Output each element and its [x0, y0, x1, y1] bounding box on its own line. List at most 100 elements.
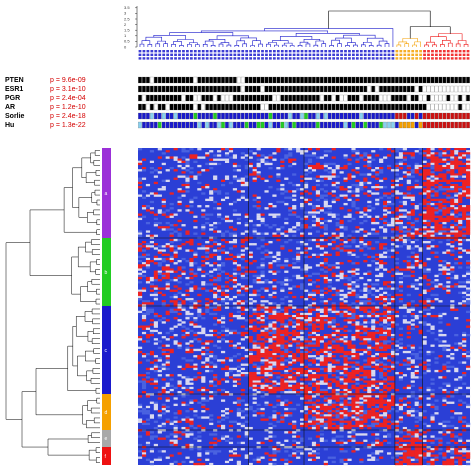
heatmap-cell [193, 323, 198, 326]
annotation-cell [410, 121, 415, 129]
annotation-cell [312, 121, 316, 129]
heatmap-cell [189, 306, 194, 309]
heatmap-cell [462, 355, 467, 358]
heatmap-cell [458, 217, 463, 221]
sample-id-glyph [308, 50, 312, 53]
heatmap-cell [296, 319, 301, 322]
heatmap-cell [252, 228, 257, 231]
heatmap-cell [185, 175, 190, 178]
annotation-cell [403, 85, 407, 93]
heatmap-cell [248, 321, 253, 324]
heatmap-cell [343, 306, 348, 309]
heatmap-cell [236, 352, 241, 356]
annotation-cell [268, 94, 273, 102]
heatmap-cell [224, 327, 230, 330]
heatmap-cell [288, 209, 293, 212]
heatmap-cell [438, 200, 443, 204]
heatmap-cell [315, 367, 321, 371]
heatmap-cell [244, 266, 249, 269]
annotation-cell [205, 94, 209, 102]
heatmap-cell [466, 186, 471, 189]
heatmap-cell [145, 336, 151, 339]
heatmap-cell [138, 268, 143, 271]
heatmap-cell [343, 283, 348, 286]
heatmap-cell [149, 308, 155, 311]
heatmap-cell [398, 372, 404, 375]
heatmap-cell [375, 352, 380, 356]
heatmap-cell [161, 348, 166, 352]
heatmap-cell [153, 363, 158, 366]
heatmap-cell [422, 207, 427, 210]
sample-id-glyph [367, 57, 371, 60]
heatmap-cell [276, 200, 281, 204]
heatmap-cell [359, 228, 364, 231]
heatmap-cell [272, 382, 277, 385]
heatmap-cell [422, 268, 427, 271]
sample-id-glyph [146, 50, 150, 53]
heatmap-cell [228, 287, 234, 290]
heatmap-cell [339, 380, 344, 383]
annotation-cell [244, 94, 249, 102]
heatmap-cell [379, 179, 384, 183]
annotation-cell [391, 112, 395, 120]
heatmap-cell [232, 255, 238, 259]
heatmap-cell [157, 209, 162, 212]
heatmap-cell [260, 386, 265, 390]
heatmap-cell [197, 287, 202, 290]
heatmap-cell [335, 329, 340, 333]
heatmap-cell [422, 175, 427, 178]
heatmap-cell [232, 367, 238, 371]
annotation-cell [193, 121, 198, 129]
heatmap-cell [141, 319, 147, 322]
heatmap-cell [272, 342, 277, 345]
heatmap-cell [315, 363, 321, 366]
sample-id-glyph [138, 50, 142, 53]
heatmap-cell [422, 188, 427, 191]
heatmap-cell [375, 380, 380, 383]
annotation-cell [434, 103, 439, 111]
heatmap-cell [319, 319, 324, 322]
heatmap-cell [398, 298, 404, 301]
heatmap-cell [284, 177, 289, 180]
heatmap-cell [138, 276, 143, 280]
heatmap-cell [402, 374, 407, 377]
heatmap-cell [292, 359, 297, 362]
heatmap-cell [383, 247, 388, 250]
heatmap-cell [323, 367, 328, 371]
annotation-cell [363, 94, 368, 102]
heatmap-cell [355, 152, 360, 155]
heatmap-cell [390, 384, 396, 388]
heatmap-cell [323, 274, 328, 278]
heatmap-cell [260, 217, 265, 221]
heatmap-cell [430, 160, 435, 163]
heatmap-cell [304, 397, 309, 400]
heatmap-cell [410, 372, 415, 375]
annotation-cell [375, 112, 379, 120]
heatmap-cell [434, 357, 439, 360]
heatmap-cell [288, 300, 293, 303]
sample-id-glyph [193, 57, 197, 60]
heatmap-cell [304, 388, 309, 392]
heatmap-cell [185, 342, 190, 345]
heatmap-cell [161, 302, 166, 305]
heatmap-cell [371, 397, 376, 400]
heatmap-cell [296, 312, 301, 316]
heatmap-cell [221, 388, 226, 392]
heatmap-cell [327, 298, 332, 301]
gene-dendrogram-branch [91, 308, 100, 315]
heatmap-cell [418, 232, 423, 235]
heatmap-cell [355, 245, 360, 248]
heatmap-cell [343, 378, 348, 381]
heatmap-cell [217, 276, 222, 280]
heatmap-cell [173, 213, 178, 216]
heatmap-cell [153, 314, 158, 318]
heatmap-cell [280, 382, 285, 385]
heatmap-cell [260, 304, 265, 307]
sample-id-glyph [466, 57, 470, 60]
heatmap-cell [458, 262, 463, 265]
heatmap-cell [280, 374, 285, 377]
heatmap-cell [169, 388, 174, 392]
heatmap-cell [371, 325, 376, 328]
heatmap-cell [335, 310, 340, 314]
gene-dendrogram-branch [5, 242, 30, 420]
